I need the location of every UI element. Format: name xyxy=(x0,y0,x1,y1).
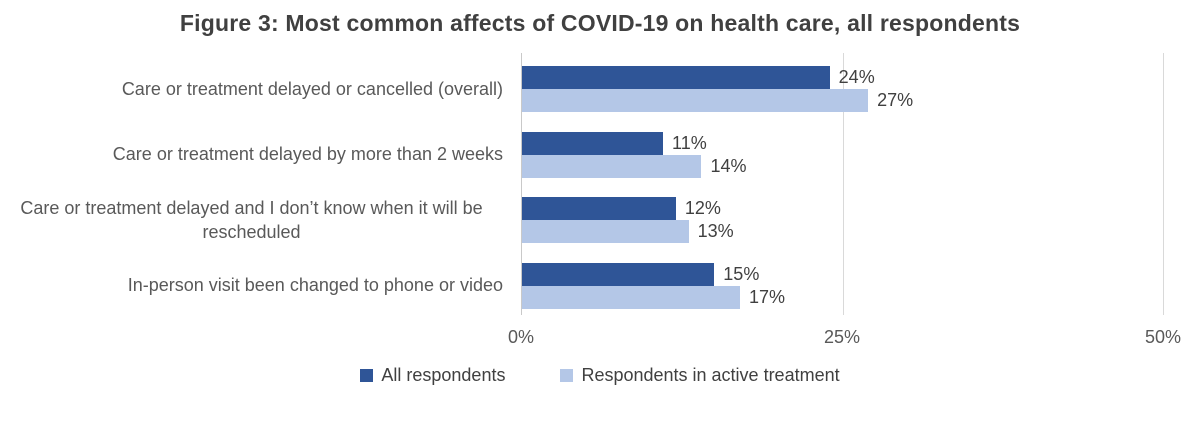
bar-row: 15% xyxy=(522,262,1163,286)
bar-active-treatment xyxy=(522,154,702,178)
legend-label: All respondents xyxy=(381,365,506,385)
data-label: 13% xyxy=(697,221,734,241)
legend-item: Respondents in active treatment xyxy=(560,365,840,386)
bar-active-treatment xyxy=(522,89,869,112)
data-label: 17% xyxy=(748,286,785,307)
x-axis-tick: 25% xyxy=(823,327,861,347)
gridline xyxy=(1163,53,1164,315)
legend: All respondents Respondents in active tre… xyxy=(0,365,1200,386)
category-label: In-person visit been changed to phone or… xyxy=(0,262,521,308)
bar-all-respondents xyxy=(522,262,715,286)
bar-active-treatment xyxy=(522,285,740,309)
gridline xyxy=(842,53,844,315)
x-axis-tick: 50% xyxy=(1144,327,1182,347)
legend-label: Respondents in active treatment xyxy=(581,365,840,385)
bar-group: 12% 13% xyxy=(522,197,1163,243)
bar-row: 12% xyxy=(522,197,1163,220)
plot-area: 24% 27% 11% 14% 12% 13% 15% 17% xyxy=(521,53,1164,315)
data-label: 14% xyxy=(710,155,747,176)
bar-row: 17% xyxy=(522,285,1163,309)
data-label: 11% xyxy=(672,132,707,153)
bar-row: 27% xyxy=(522,89,1163,112)
bar-group: 11% 14% xyxy=(522,131,1163,178)
bar-row: 24% xyxy=(522,66,1163,89)
chart-title: Figure 3: Most common affects of COVID-1… xyxy=(179,10,1021,36)
bar-all-respondents xyxy=(522,197,676,220)
category-label: Care or treatment delayed by more than 2… xyxy=(0,131,521,177)
bar-active-treatment xyxy=(522,220,689,243)
data-label: 27% xyxy=(877,90,914,110)
chart-body: Care or treatment delayed or cancelled (… xyxy=(0,53,1164,315)
bar-row: 11% xyxy=(522,131,1163,155)
legend-item: All respondents xyxy=(360,365,505,386)
bar-row: 14% xyxy=(522,154,1163,178)
bar-group: 24% 27% xyxy=(522,66,1163,112)
x-axis-tick: 0% xyxy=(507,327,535,347)
category-label-text: In-person visit been changed to phone or… xyxy=(127,275,503,296)
data-label: 24% xyxy=(838,67,875,87)
data-label: 12% xyxy=(684,198,721,218)
category-label-text: Care or treatment delayed and I don’t kn… xyxy=(20,197,483,242)
category-axis-labels: Care or treatment delayed or cancelled (… xyxy=(0,53,521,315)
legend-swatch-icon xyxy=(360,369,374,382)
category-label-text: Care or treatment delayed by more than 2… xyxy=(112,144,503,165)
bar-groups: 24% 27% 11% 14% 12% 13% 15% 17% xyxy=(522,53,1163,315)
bar-all-respondents xyxy=(522,66,830,89)
bar-row: 13% xyxy=(522,220,1163,243)
data-label: 15% xyxy=(723,263,760,284)
category-label: Care or treatment delayed or cancelled (… xyxy=(0,66,521,112)
category-label-text: Care or treatment delayed or cancelled (… xyxy=(121,78,503,99)
bar-group: 15% 17% xyxy=(522,262,1163,309)
legend-swatch-icon xyxy=(560,369,574,382)
bar-all-respondents xyxy=(522,131,664,155)
category-label: Care or treatment delayed and I don’t kn… xyxy=(0,197,521,243)
value-axis: 0% 25% 50% xyxy=(508,315,1181,351)
